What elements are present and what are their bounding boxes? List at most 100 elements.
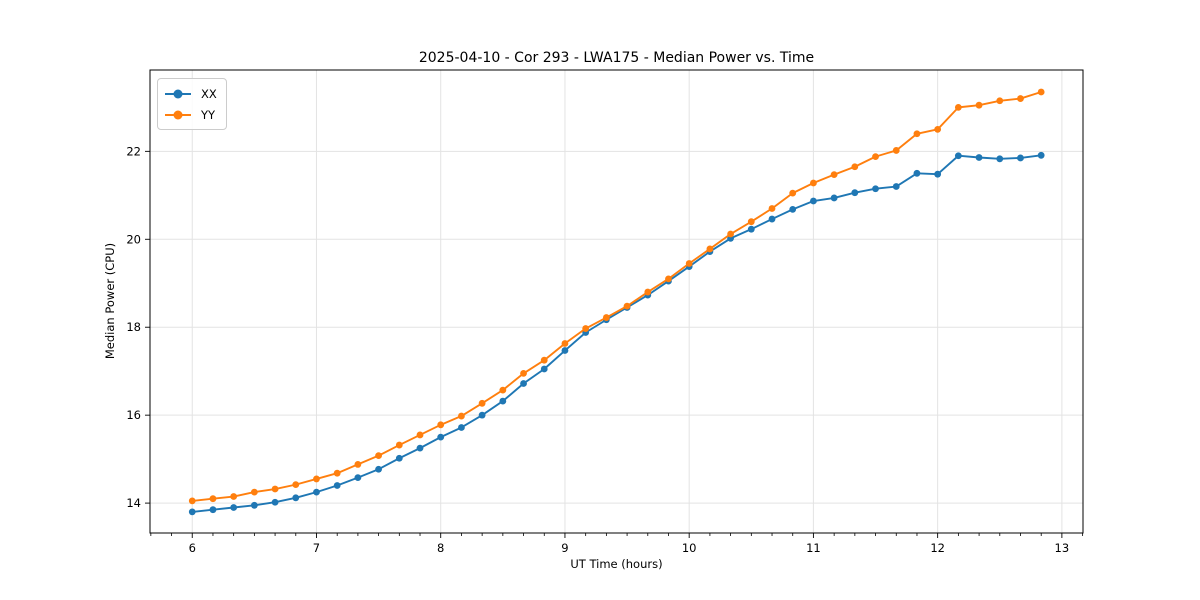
series-xx-marker: [458, 424, 465, 431]
series-yy-marker: [540, 356, 548, 364]
series-yy-marker: [954, 103, 962, 111]
series-yy-marker: [975, 101, 983, 109]
series-xx-marker: [230, 504, 238, 511]
series-yy-marker: [582, 325, 590, 332]
series-xx-marker: [1037, 151, 1045, 159]
series-xx-marker: [292, 494, 300, 502]
chart-title: 2025-04-10 - Cor 293 - LWA175 - Median P…: [418, 50, 815, 66]
series-yy-marker: [892, 147, 900, 154]
series-xx-marker: [892, 183, 900, 190]
legend-item-yy: YY: [165, 104, 218, 125]
x-axis-label: UT Time (hours): [570, 557, 663, 571]
series-xx-marker: [872, 185, 879, 193]
series-xx-marker: [975, 154, 983, 161]
series-yy-marker: [499, 386, 507, 394]
series-yy-marker: [292, 481, 300, 489]
y-tick-label: 18: [126, 320, 141, 334]
series-xx-marker: [313, 488, 320, 496]
series-xx-marker: [830, 194, 838, 202]
x-tick-label: 11: [806, 541, 821, 555]
series-xx-marker: [561, 347, 569, 354]
legend-line-marker-swatch: [165, 110, 191, 119]
series-yy-marker: [561, 340, 569, 347]
series-yy-marker: [851, 163, 859, 171]
series-yy-marker: [810, 179, 817, 187]
series-yy-marker: [996, 97, 1004, 105]
series-yy-marker: [437, 421, 445, 429]
legend-line-marker-swatch: [165, 89, 191, 98]
series-xx-marker: [354, 474, 362, 481]
series-yy-marker: [520, 369, 527, 377]
series-yy-marker: [706, 245, 714, 253]
series-yy-marker: [209, 495, 217, 503]
x-tick-label: 10: [682, 541, 697, 555]
series-yy-marker: [602, 314, 610, 321]
series-yy-marker: [354, 461, 362, 468]
series-xx-marker: [395, 454, 403, 462]
series-xx-marker: [499, 397, 507, 405]
series-yy-marker: [250, 488, 258, 496]
series-xx-marker: [996, 155, 1004, 163]
series-xx-marker: [851, 189, 859, 197]
series-yy-marker: [271, 485, 279, 493]
x-tick-label: 6: [189, 541, 196, 555]
legend: XX YY: [157, 78, 227, 130]
series-yy-line: [192, 91, 1042, 502]
series-yy-marker: [789, 189, 797, 197]
series-xx-marker: [333, 482, 341, 489]
series-yy-marker: [230, 493, 238, 500]
series-xx-marker: [540, 365, 548, 373]
series-xx-marker: [934, 170, 942, 178]
legend-label: XX: [201, 86, 217, 101]
series-xx-marker: [188, 508, 196, 516]
series-yy-marker: [623, 302, 631, 310]
y-tick-label: 16: [126, 408, 141, 422]
legend-marker-dot: [173, 89, 183, 98]
series-yy-marker: [333, 469, 341, 477]
series-yy-marker: [727, 230, 734, 238]
series-xx-marker: [810, 197, 817, 205]
legend-marker-dot: [173, 110, 183, 119]
series-yy-marker: [1037, 88, 1045, 96]
series-xx-marker: [209, 506, 217, 514]
series-xx-marker: [478, 411, 486, 419]
y-tick-label: 22: [126, 144, 141, 158]
series-xx-marker: [913, 169, 921, 177]
y-tick-label: 14: [126, 496, 141, 510]
series-yy-marker: [872, 153, 879, 161]
series-xx-marker: [954, 152, 962, 160]
series-yy-marker: [1017, 95, 1024, 102]
series-xx-marker: [747, 225, 755, 233]
series-xx-marker: [1017, 154, 1024, 162]
series-yy-marker: [768, 205, 776, 212]
series-yy-marker: [934, 125, 942, 133]
series-yy-marker: [665, 275, 672, 283]
x-tick-label: 7: [313, 541, 320, 555]
series-yy-marker: [313, 475, 320, 483]
legend-item-xx: XX: [165, 83, 218, 104]
series-yy-marker: [375, 452, 382, 460]
series-xx-marker: [437, 433, 445, 441]
series-yy-marker: [416, 431, 424, 439]
series-yy-marker: [830, 171, 838, 179]
series-xx-marker: [416, 444, 424, 452]
series-yy-marker: [458, 412, 465, 420]
series-yy-marker: [644, 288, 652, 296]
x-tick-label: 13: [1055, 541, 1070, 555]
series-xx-marker: [250, 501, 258, 509]
series-xx-marker: [375, 465, 382, 473]
series-xx-line: [192, 154, 1042, 513]
series-yy-marker: [188, 497, 196, 505]
plot-border: [149, 69, 1084, 534]
y-axis-label: Median Power (CPU): [103, 242, 117, 360]
series-yy-marker: [395, 441, 403, 449]
series-yy-marker: [747, 218, 755, 226]
series-yy-marker: [478, 399, 486, 407]
series-yy-marker: [685, 260, 693, 267]
series-xx-marker: [768, 215, 776, 223]
x-tick-label: 8: [437, 541, 444, 555]
series-yy-marker: [913, 130, 921, 138]
series-xx-marker: [271, 498, 279, 506]
